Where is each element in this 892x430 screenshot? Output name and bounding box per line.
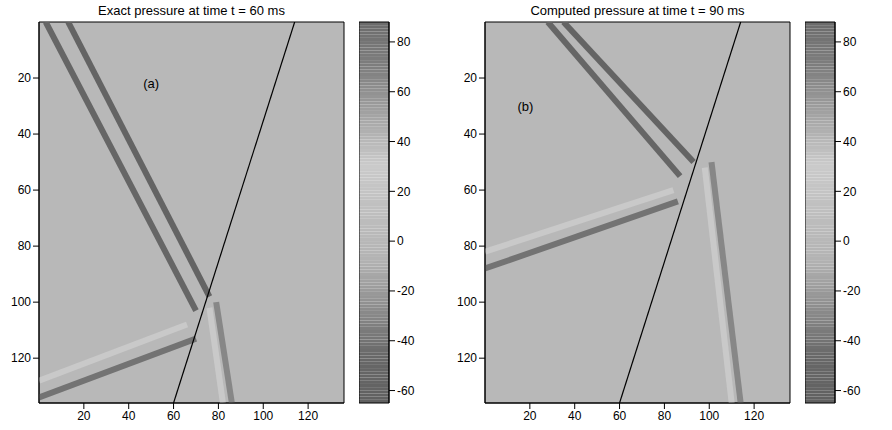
svg-text:-20: -20 bbox=[843, 284, 861, 298]
svg-text:120: 120 bbox=[744, 409, 764, 423]
html-text:Computed pressure at time t =: Computed pressure at time t = 90 ms bbox=[530, 3, 745, 18]
svg-text:80: 80 bbox=[397, 35, 411, 49]
svg-text:60: 60 bbox=[464, 183, 478, 197]
svg-text:80: 80 bbox=[18, 239, 32, 253]
svg-text:40: 40 bbox=[397, 135, 411, 149]
svg-text:120: 120 bbox=[298, 409, 318, 423]
svg-text:20: 20 bbox=[464, 71, 478, 85]
svg-text:120: 120 bbox=[457, 351, 477, 365]
svg-text:100: 100 bbox=[11, 295, 31, 309]
svg-text:80: 80 bbox=[464, 239, 478, 253]
svg-text:20: 20 bbox=[523, 409, 537, 423]
svg-text:40: 40 bbox=[843, 135, 857, 149]
svg-text:100: 100 bbox=[699, 409, 719, 423]
svg-text:60: 60 bbox=[843, 85, 857, 99]
svg-text:120: 120 bbox=[11, 351, 31, 365]
svg-text:40: 40 bbox=[464, 127, 478, 141]
svg-text:80: 80 bbox=[843, 35, 857, 49]
svg-text:-20: -20 bbox=[397, 284, 415, 298]
svg-text:(b): (b) bbox=[517, 99, 533, 114]
svg-text:-40: -40 bbox=[843, 334, 861, 348]
svg-text:100: 100 bbox=[457, 295, 477, 309]
svg-text:(a): (a) bbox=[143, 76, 159, 91]
svg-text:0: 0 bbox=[843, 234, 850, 248]
svg-text:40: 40 bbox=[568, 409, 582, 423]
svg-text:60: 60 bbox=[18, 183, 32, 197]
svg-text:20: 20 bbox=[843, 185, 857, 199]
svg-text:80: 80 bbox=[212, 409, 226, 423]
html-text:Exact pressure at time t = 60: Exact pressure at time t = 60 ms bbox=[98, 3, 285, 18]
svg-text:60: 60 bbox=[397, 85, 411, 99]
svg-text:20: 20 bbox=[397, 185, 411, 199]
svg-text:40: 40 bbox=[18, 127, 32, 141]
svg-text:-60: -60 bbox=[397, 384, 415, 398]
svg-text:60: 60 bbox=[613, 409, 627, 423]
svg-text:40: 40 bbox=[122, 409, 136, 423]
svg-text:0: 0 bbox=[397, 234, 404, 248]
svg-text:-60: -60 bbox=[843, 384, 861, 398]
svg-text:-40: -40 bbox=[397, 334, 415, 348]
svg-text:20: 20 bbox=[77, 409, 91, 423]
svg-text:60: 60 bbox=[167, 409, 181, 423]
svg-text:20: 20 bbox=[18, 71, 32, 85]
svg-text:100: 100 bbox=[253, 409, 273, 423]
svg-text:80: 80 bbox=[658, 409, 672, 423]
